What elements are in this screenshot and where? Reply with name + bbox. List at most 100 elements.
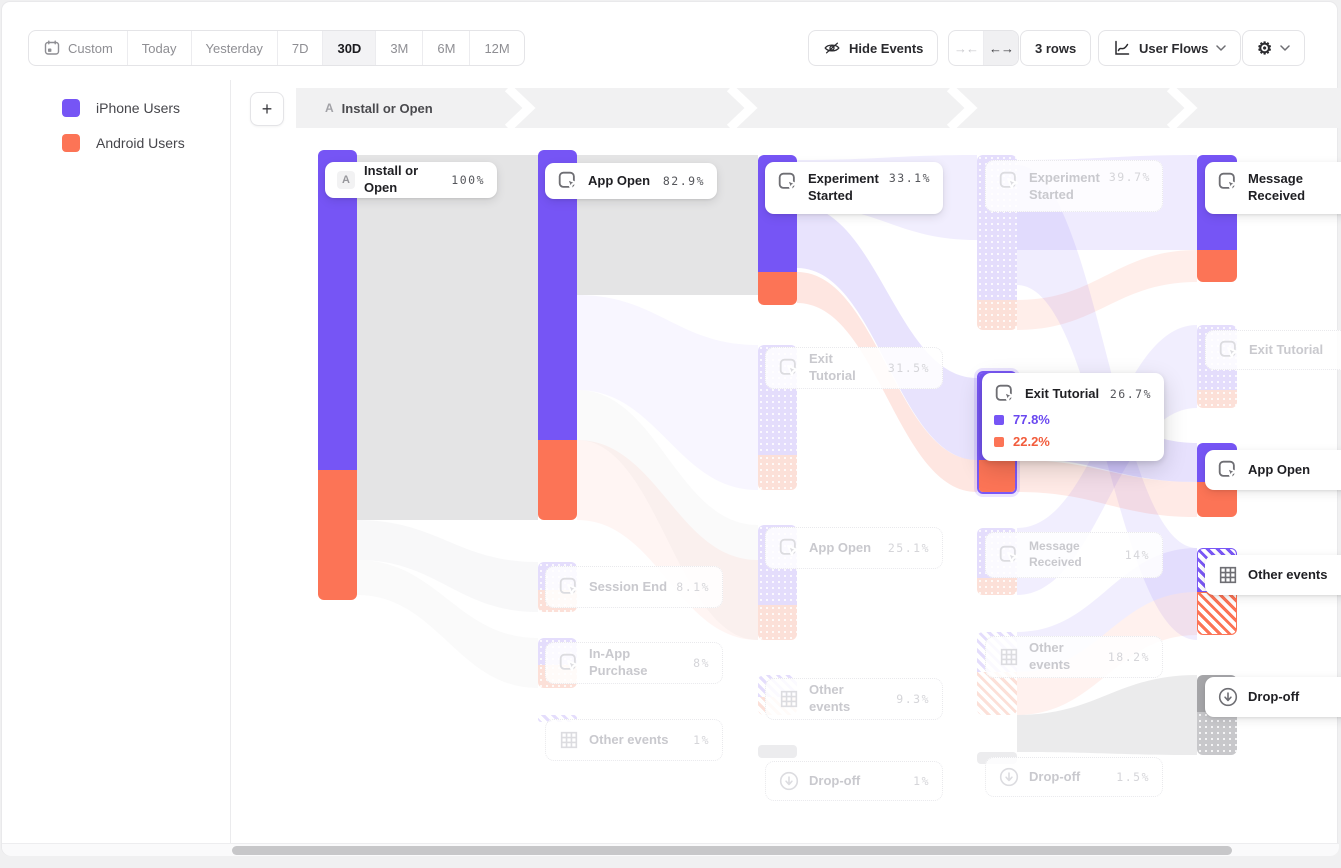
tap-icon — [778, 357, 800, 379]
legend-item-android-users[interactable]: Android Users — [62, 134, 185, 152]
hide-events-label: Hide Events — [849, 40, 924, 56]
gear-icon: ⚙ — [1257, 38, 1273, 58]
android-percentage: 22.2% — [1013, 434, 1050, 449]
date-range-today[interactable]: Today — [126, 31, 191, 65]
node-label: Experiment Started — [808, 171, 879, 203]
legend-label: iPhone Users — [96, 100, 181, 116]
node-bar-experiment-android[interactable] — [758, 272, 797, 305]
tooltip-header: Exit Tutorial 26.7% — [994, 383, 1152, 405]
node-bar-otherevents-col2[interactable] — [538, 715, 577, 722]
node-value: 9.3% — [896, 692, 930, 706]
view-selector-button[interactable]: User Flows — [1098, 30, 1242, 66]
node-value: 18.2% — [1107, 650, 1150, 664]
node-value: 8% — [693, 656, 710, 670]
date-range-3m[interactable]: 3M — [375, 31, 422, 65]
drop-off-icon — [998, 766, 1020, 788]
node-label: App Open — [1248, 461, 1311, 477]
date-range-custom[interactable]: Custom — [29, 31, 127, 65]
node-bar-appopen-col3-android[interactable] — [758, 605, 797, 640]
hide-events-button[interactable]: Hide Events — [808, 30, 939, 66]
node-bar-messagereceived-col5-android[interactable] — [1197, 250, 1237, 282]
node-card-in-app-purchase[interactable]: In-App Purchase 8% — [545, 642, 723, 684]
node-label: Drop-off — [1248, 688, 1300, 704]
node-label: Message Received — [1248, 171, 1306, 203]
date-range-6m[interactable]: 6M — [422, 31, 469, 65]
node-value: 31.5% — [887, 361, 930, 375]
node-bar-install-android[interactable] — [318, 470, 357, 600]
plus-icon: + — [261, 98, 273, 119]
node-card-exit-tutorial-col5[interactable]: Exit Tutorial — [1205, 330, 1341, 370]
tap-icon — [558, 576, 580, 598]
drop-off-icon — [778, 770, 800, 792]
node-card-app-open-col5[interactable]: App Open — [1205, 450, 1341, 490]
android-swatch — [994, 436, 1004, 447]
node-card-install-or-open[interactable]: A Install or Open 100% — [325, 162, 497, 198]
rows-button[interactable]: 3 rows — [1020, 30, 1092, 66]
node-card-experiment-started-col4[interactable]: Experiment Started 39.7% — [985, 160, 1163, 212]
iphone-users-swatch — [62, 99, 80, 117]
node-tooltip-exit-tutorial[interactable]: Exit Tutorial 26.7% 77.8% 22.2% — [982, 373, 1164, 461]
node-label: Exit Tutorial — [809, 351, 856, 383]
horizontal-scrollbar-thumb[interactable] — [232, 846, 1232, 855]
node-card-other-events-col5[interactable]: Other events — [1205, 555, 1341, 595]
column-width-toggle: →← ←→ — [948, 30, 1019, 66]
node-label: In-App Purchase — [589, 646, 648, 678]
node-bar-messagereceived-col4-android[interactable] — [977, 578, 1017, 595]
node-bar-install-iphone[interactable] — [318, 150, 357, 470]
date-range-yesterday[interactable]: Yesterday — [190, 31, 277, 65]
node-card-exit-tutorial-col3[interactable]: Exit Tutorial 31.5% — [765, 347, 943, 389]
node-bar-otherevents-col4-android[interactable] — [977, 672, 1017, 715]
expand-columns-button[interactable]: ←→ — [983, 31, 1018, 65]
node-label: App Open — [809, 539, 872, 555]
node-card-app-open-col3[interactable]: App Open 25.1% — [765, 527, 943, 569]
node-label: Other events — [1248, 566, 1328, 582]
node-bar-dropoff-col3[interactable] — [758, 745, 797, 758]
node-bar-exittutorial-col3-android[interactable] — [758, 455, 797, 490]
horizontal-scrollbar-track[interactable] — [2, 843, 1339, 856]
calendar-icon — [43, 39, 61, 57]
node-value: 100% — [451, 173, 485, 187]
date-range-30d[interactable]: 30D — [322, 31, 376, 65]
settings-button[interactable]: ⚙ — [1242, 30, 1306, 66]
node-bar-dropoff-col5-lower[interactable] — [1197, 712, 1237, 755]
node-card-other-events-col4[interactable]: Other events 18.2% — [985, 636, 1163, 678]
node-card-drop-off-col3[interactable]: Drop-off 1% — [765, 761, 943, 801]
eye-off-icon — [823, 39, 841, 57]
grid-icon — [558, 729, 580, 751]
chevron-down-icon — [1216, 45, 1226, 51]
legend-item-iphone-users[interactable]: iPhone Users — [62, 99, 180, 117]
tap-icon — [994, 383, 1016, 405]
node-card-other-events-col2[interactable]: Other events 1% — [545, 719, 723, 761]
node-card-other-events-col3[interactable]: Other events 9.3% — [765, 678, 943, 720]
node-card-drop-off-col5[interactable]: Drop-off — [1205, 677, 1341, 717]
node-bar-experiment-col4-android[interactable] — [977, 300, 1017, 330]
node-bar-appopen-android[interactable] — [538, 440, 577, 520]
iphone-percentage: 77.8% — [1013, 412, 1050, 427]
tap-icon — [998, 544, 1020, 566]
collapse-columns-button[interactable]: →← — [949, 31, 983, 65]
add-step-button[interactable]: + — [250, 92, 284, 126]
tap-icon — [1218, 339, 1240, 361]
date-range-selector: Custom Today Yesterday 7D 30D 3M 6M 12M — [28, 30, 525, 66]
tap-icon — [1217, 171, 1239, 193]
node-card-drop-off-col4[interactable]: Drop-off 1.5% — [985, 757, 1163, 797]
date-range-12m[interactable]: 12M — [469, 31, 523, 65]
node-card-message-received-col4[interactable]: Message Received 14% — [985, 532, 1163, 578]
collapse-columns-icon: →← — [954, 40, 979, 56]
expand-columns-icon: ←→ — [989, 40, 1014, 56]
node-card-session-end[interactable]: Session End 8.1% — [545, 566, 723, 608]
node-card-message-received-col5[interactable]: Message Received — [1205, 162, 1341, 214]
node-value: 1.5% — [1116, 770, 1150, 784]
step-chevron-icon — [1166, 84, 1198, 132]
node-bar-otherevents-col5-android[interactable] — [1197, 592, 1237, 635]
step-label: Install or Open — [341, 100, 433, 116]
node-card-app-open[interactable]: App Open 82.9% — [545, 163, 717, 199]
grid-icon — [778, 688, 800, 710]
node-bar-exittutorial-col5-android[interactable] — [1197, 390, 1237, 408]
node-card-experiment-started[interactable]: Experiment Started 33.1% — [765, 162, 943, 214]
tooltip-value: 26.7% — [1109, 387, 1152, 401]
iphone-swatch — [994, 414, 1004, 425]
node-label: Message Received — [1029, 539, 1082, 569]
date-range-7d[interactable]: 7D — [276, 31, 323, 65]
